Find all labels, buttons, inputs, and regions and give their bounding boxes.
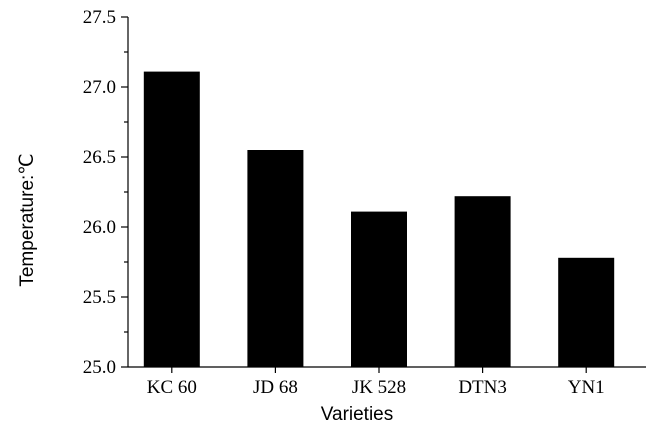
y-axis-title: Temperature:℃ [17, 153, 38, 286]
y-tick-label: 27.0 [83, 77, 116, 98]
x-tick-label: KC 60 [147, 377, 197, 398]
y-axis: 25.0 25.5 26.0 26.5 27.0 27.5 [83, 7, 129, 378]
bar-dtn3 [454, 196, 511, 367]
x-tick-label: YN1 [568, 377, 605, 398]
y-tick-label: 26.5 [83, 147, 116, 168]
y-tick-label: 25.5 [83, 287, 116, 308]
x-tick-label: DTN3 [458, 377, 507, 398]
bar-jd-68 [247, 150, 304, 367]
y-tick-label: 27.5 [83, 7, 116, 28]
y-tick-label: 26.0 [83, 217, 116, 238]
x-axis-title: Varieties [321, 404, 394, 425]
plot-area [143, 71, 615, 367]
x-tick-label: JD 68 [253, 377, 298, 398]
x-tick-label: JK 528 [352, 377, 406, 398]
x-axis: KC 60 JD 68 JK 528 DTN3 YN1 [128, 366, 646, 398]
bar-yn1 [558, 257, 615, 367]
bar-jk-528 [351, 211, 407, 367]
y-tick-label: 25.0 [83, 357, 116, 378]
bar-kc-60 [143, 71, 200, 367]
